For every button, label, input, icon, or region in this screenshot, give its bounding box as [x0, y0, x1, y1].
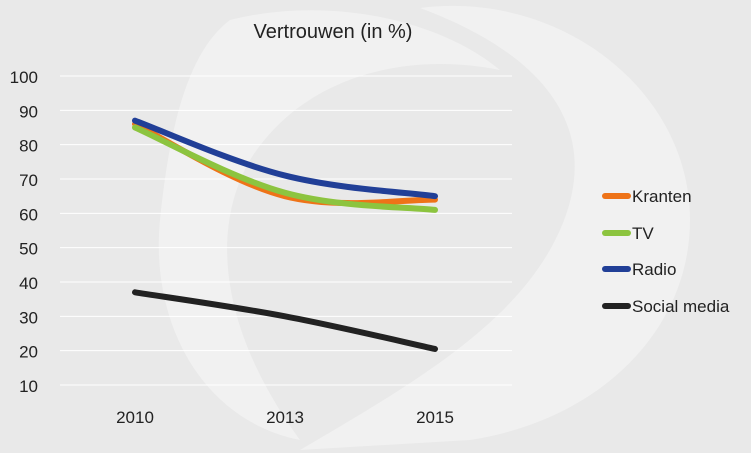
grid: [60, 75, 512, 386]
legend-label-social-media: Social media: [632, 297, 730, 316]
y-tick-label: 50: [19, 240, 38, 259]
x-tick-label: 2015: [416, 408, 454, 427]
series-line-tv: [132, 124, 438, 213]
chart-title: Vertrouwen (in %): [254, 21, 413, 43]
x-axis-ticks: 2010 2013 2015: [116, 408, 454, 427]
legend-label-kranten: Kranten: [632, 187, 692, 206]
y-tick-label: 80: [19, 137, 38, 156]
y-tick-label: 100: [10, 68, 38, 87]
y-tick-label: 90: [19, 102, 38, 121]
series-line-social-media: [132, 289, 438, 352]
x-tick-label: 2010: [116, 408, 154, 427]
series-lines: [132, 117, 438, 352]
y-tick-label: 30: [19, 308, 38, 327]
x-tick-label: 2013: [266, 408, 304, 427]
legend-label-tv: TV: [632, 224, 654, 243]
y-tick-label: 70: [19, 171, 38, 190]
y-tick-label: 20: [19, 343, 38, 362]
y-tick-label: 40: [19, 274, 38, 293]
legend-label-radio: Radio: [632, 260, 676, 279]
y-tick-label: 10: [19, 377, 38, 396]
legend: Kranten TV Radio Social media: [602, 187, 730, 316]
background-watermark: [158, 5, 690, 450]
y-tick-label: 60: [19, 205, 38, 224]
y-axis-ticks: 10 20 30 40 50 60 70 80 90 100: [10, 68, 38, 396]
series-line-radio: [132, 117, 438, 200]
